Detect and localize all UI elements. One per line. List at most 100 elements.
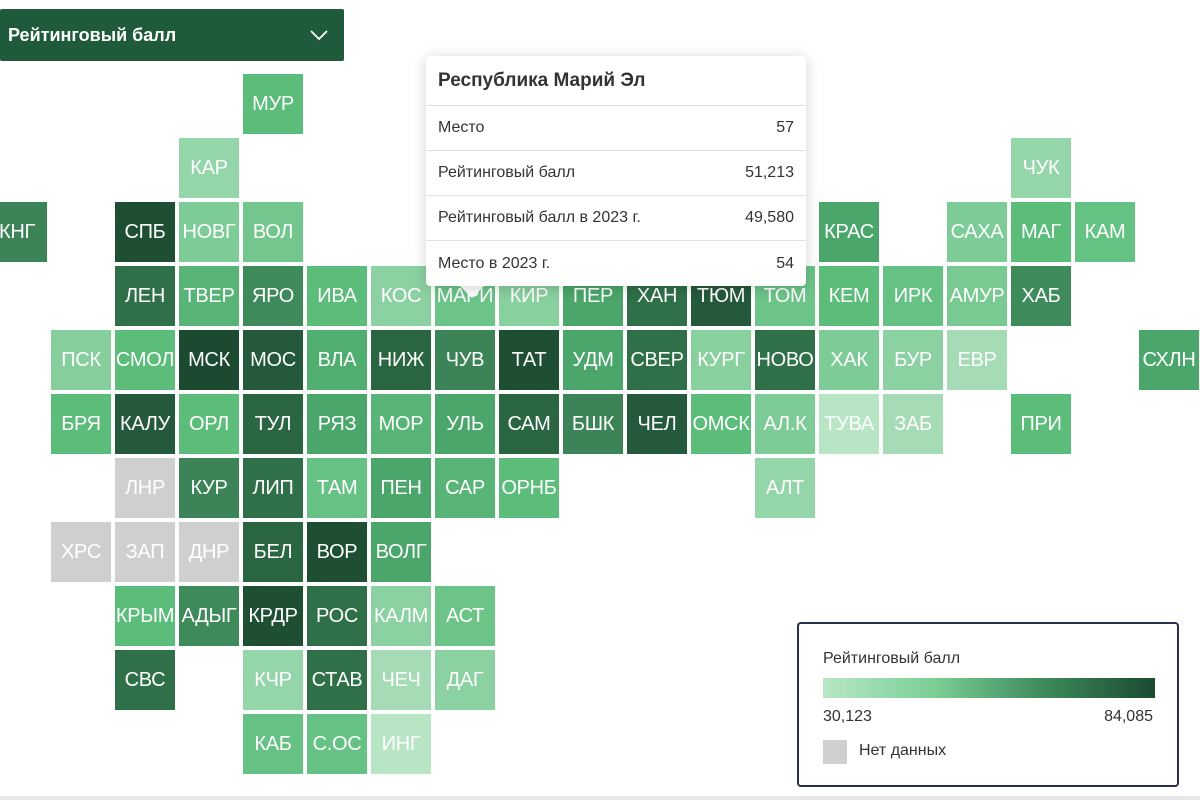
region-tile[interactable]: ПРИ (1011, 394, 1071, 454)
region-tile[interactable]: ЛИП (243, 458, 303, 518)
region-tile[interactable]: БЕЛ (243, 522, 303, 582)
region-tile[interactable]: КУРГ (691, 330, 751, 390)
region-tile[interactable]: КРЫМ (115, 586, 175, 646)
region-tile[interactable]: ИНГ (371, 714, 431, 774)
region-tile[interactable]: ХРС (51, 522, 111, 582)
region-tile[interactable]: С.ОС (307, 714, 367, 774)
region-tile[interactable]: ДНР (179, 522, 239, 582)
region-tile[interactable]: СВЕР (627, 330, 687, 390)
region-tile[interactable]: ТАТ (499, 330, 559, 390)
region-tile[interactable]: ЛНР (115, 458, 175, 518)
region-tile[interactable]: СВС (115, 650, 175, 710)
metric-dropdown[interactable]: Рейтинговый балл (0, 9, 344, 61)
region-tile[interactable]: ЕВР (947, 330, 1007, 390)
region-tile[interactable]: КАЛМ (371, 586, 431, 646)
region-tile[interactable]: ХАК (819, 330, 879, 390)
region-tile[interactable]: АЛТ (755, 458, 815, 518)
region-tile[interactable]: САМ (499, 394, 559, 454)
region-tile[interactable]: КУР (179, 458, 239, 518)
region-tile[interactable]: ЧЕЛ (627, 394, 687, 454)
tooltip-row-label: Рейтинговый балл (438, 164, 576, 181)
region-tile[interactable]: МАГ (1011, 202, 1071, 262)
region-tile[interactable]: ОРНБ (499, 458, 559, 518)
region-tile[interactable]: САХА (947, 202, 1007, 262)
legend-no-data-label: Нет данных (859, 742, 947, 759)
region-tile[interactable]: МОС (243, 330, 303, 390)
region-tile[interactable]: ВОЛ (243, 202, 303, 262)
region-tile[interactable]: ДАГ (435, 650, 495, 710)
region-tile[interactable]: КАМ (1075, 202, 1135, 262)
region-tile[interactable]: ОРЛ (179, 394, 239, 454)
region-tile[interactable]: ОМСК (691, 394, 751, 454)
region-tile[interactable]: КИР (499, 266, 559, 326)
region-tile[interactable]: ТУЛ (243, 394, 303, 454)
region-tile[interactable]: АДЫГ (179, 586, 239, 646)
region-tile[interactable]: ИРК (883, 266, 943, 326)
region-tile[interactable]: КЧР (243, 650, 303, 710)
region-tile[interactable]: КАЛУ (115, 394, 175, 454)
region-tile[interactable]: РЯЗ (307, 394, 367, 454)
region-tile[interactable]: ЛЕН (115, 266, 175, 326)
tooltip-row-label: Место в 2023 г. (438, 254, 551, 272)
region-tile[interactable]: АЛ.К (755, 394, 815, 454)
region-tile[interactable]: СТАВ (307, 650, 367, 710)
region-tile[interactable]: ТАМ (307, 458, 367, 518)
chevron-down-icon (310, 30, 328, 41)
region-tile[interactable]: ПСК (51, 330, 111, 390)
region-tile[interactable]: НИЖ (371, 330, 431, 390)
tooltip-row-value: 54 (776, 254, 794, 272)
region-tile[interactable]: НОВО (755, 330, 815, 390)
region-tile[interactable]: АСТ (435, 586, 495, 646)
region-tile[interactable]: ЧЕЧ (371, 650, 431, 710)
page-bottom-divider (0, 796, 1200, 800)
legend-gradient-bar (823, 678, 1155, 698)
region-tile[interactable]: СПБ (115, 202, 175, 262)
tooltip-title: Республика Марий Эл (426, 56, 806, 106)
region-tile[interactable]: КЕМ (819, 266, 879, 326)
tooltip-row-value: 57 (776, 119, 794, 136)
region-tile[interactable]: САР (435, 458, 495, 518)
region-tile[interactable]: КРАС (819, 202, 879, 262)
region-tile[interactable]: УДМ (563, 330, 623, 390)
region-tile[interactable]: НОВГ (179, 202, 239, 262)
region-tile[interactable]: ЗАП (115, 522, 175, 582)
region-tile[interactable]: ХАБ (1011, 266, 1071, 326)
region-tile[interactable]: МСК (179, 330, 239, 390)
region-tile[interactable]: ЗАБ (883, 394, 943, 454)
region-tile[interactable]: КНГ (0, 202, 47, 262)
region-tile[interactable]: ВОР (307, 522, 367, 582)
region-tile[interactable]: КОС (371, 266, 431, 326)
region-tile[interactable]: ИВА (307, 266, 367, 326)
region-tile[interactable]: ЧУВ (435, 330, 495, 390)
tooltip-row-label: Рейтинговый балл в 2023 г. (438, 209, 641, 226)
color-legend: Рейтинговый балл 30,123 84,085 Нет данны… (797, 622, 1179, 787)
region-tile[interactable]: МУР (243, 74, 303, 134)
region-tile[interactable]: БУР (883, 330, 943, 390)
region-tile[interactable]: СХЛН (1139, 330, 1199, 390)
region-tile[interactable]: ТВЕР (179, 266, 239, 326)
region-tile[interactable]: ЯРО (243, 266, 303, 326)
region-tile[interactable]: СМОЛ (115, 330, 175, 390)
region-tile[interactable]: ВЛА (307, 330, 367, 390)
region-tile[interactable]: ПЕН (371, 458, 431, 518)
region-tile[interactable]: АМУР (947, 266, 1007, 326)
tooltip-row-rank: Место 57 (426, 106, 806, 151)
region-tile[interactable]: УЛЬ (435, 394, 495, 454)
tooltip-row-score: Рейтинговый балл 51,213 (426, 151, 806, 196)
region-tile[interactable]: РОС (307, 586, 367, 646)
region-tile[interactable]: БШК (563, 394, 623, 454)
legend-no-data-swatch (823, 740, 847, 764)
region-tile[interactable]: ЧУК (1011, 138, 1071, 198)
tooltip-row-label: Место (438, 119, 485, 136)
region-tile[interactable]: МОР (371, 394, 431, 454)
tooltip-row-value: 51,213 (745, 164, 794, 181)
region-tile[interactable]: ВОЛГ (371, 522, 431, 582)
region-tile[interactable]: КАБ (243, 714, 303, 774)
region-tile[interactable]: КАР (179, 138, 239, 198)
metric-dropdown-label: Рейтинговый балл (8, 24, 177, 45)
region-tile[interactable]: КРДР (243, 586, 303, 646)
legend-min-value: 30,123 (823, 708, 872, 725)
region-tile[interactable]: БРЯ (51, 394, 111, 454)
region-tile[interactable]: ТУВА (819, 394, 879, 454)
